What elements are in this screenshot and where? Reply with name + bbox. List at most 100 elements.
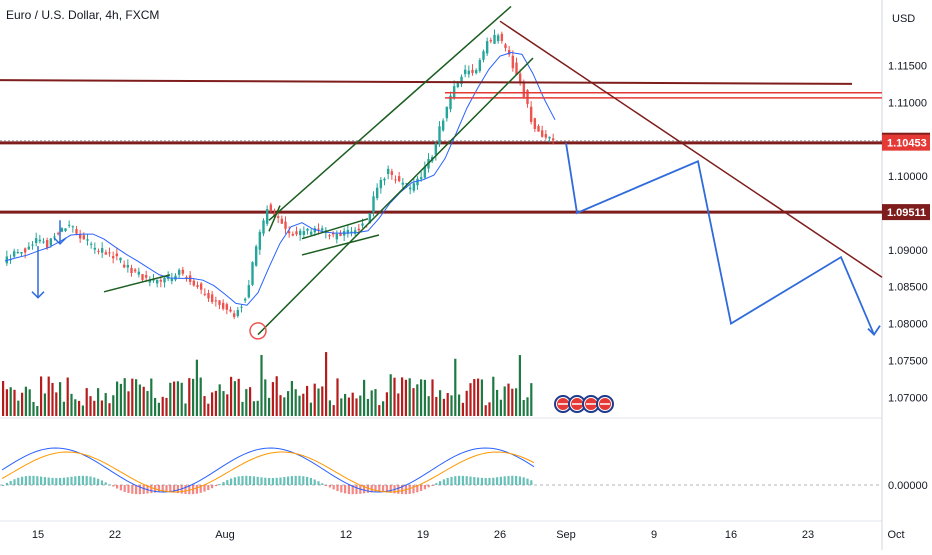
candle-body	[218, 300, 221, 305]
volume-bar	[298, 395, 301, 416]
volume-bar	[317, 388, 320, 416]
candle-body	[229, 309, 232, 312]
levels-layer	[0, 140, 882, 214]
macd-histogram-bar	[344, 485, 347, 494]
x-tick-label: 9	[651, 529, 657, 541]
volume-bar	[507, 383, 510, 416]
macd-histogram-bar	[287, 476, 290, 485]
axis-layer: 1.115001.110001.105001.100001.095001.090…	[32, 13, 930, 541]
macd-line	[1, 447, 535, 493]
macd-histogram-bar	[290, 476, 293, 485]
price-badge-label: 1.09511	[887, 207, 926, 219]
chart-title: Euro / U.S. Dollar, 4h, FXCM	[6, 8, 160, 22]
volume-bar	[366, 398, 369, 416]
x-tick-label: 15	[32, 529, 44, 541]
candle-body	[317, 228, 320, 230]
descending-trendline	[499, 20, 883, 278]
volume-bar	[393, 377, 396, 416]
pattern-line	[301, 234, 380, 256]
candle-body	[423, 166, 427, 178]
candle-body	[122, 264, 126, 268]
volume-bar	[385, 392, 388, 416]
candle-body	[489, 39, 493, 42]
candle-body	[386, 168, 390, 175]
macd-histogram-bar	[461, 475, 464, 485]
macd-histogram-bar	[420, 485, 423, 491]
macd-histogram-bar	[173, 485, 176, 493]
candle-body	[214, 300, 218, 302]
price-layer	[4, 29, 556, 320]
macd-histogram-bar	[135, 485, 138, 495]
volume-bar	[461, 402, 464, 416]
candle-body	[163, 277, 166, 283]
macd-histogram-bar	[62, 477, 65, 485]
low-marker-circle	[249, 322, 267, 340]
candle-body	[104, 252, 108, 255]
macd-histogram-bar	[499, 476, 502, 485]
volume-bar	[283, 397, 286, 416]
macd-histogram-bar	[85, 475, 88, 485]
macd-histogram-bar	[401, 485, 404, 495]
macd-histogram-bar	[522, 477, 525, 485]
volume-bar	[89, 396, 92, 416]
candle-body	[537, 125, 540, 132]
pattern-line	[103, 274, 171, 293]
moving-average-line	[4, 52, 556, 306]
volume-bar	[389, 374, 392, 416]
candle-body	[397, 176, 401, 182]
candle-body	[27, 246, 31, 250]
candle-body	[159, 280, 163, 282]
candle-body	[361, 223, 364, 226]
y-tick-label: 1.11000	[888, 97, 927, 109]
volume-bar	[412, 388, 415, 416]
candle-body	[144, 275, 148, 278]
candle-body	[247, 285, 251, 298]
macd-histogram-bar	[363, 485, 366, 494]
candle-body	[394, 179, 397, 181]
x-tick-label: 26	[494, 529, 506, 541]
macd-histogram-bar	[442, 479, 445, 485]
volume-bar	[55, 392, 58, 416]
volume-bar	[51, 382, 54, 416]
volume-bar	[112, 395, 115, 416]
macd-histogram-bar	[389, 485, 392, 493]
macd-histogram-bar	[416, 485, 419, 493]
macd-histogram-bar	[119, 485, 122, 491]
macd-histogram-bar	[382, 485, 385, 493]
volume-bar	[408, 378, 411, 416]
macd-histogram-bar	[385, 485, 388, 493]
volume-bar	[245, 389, 248, 416]
volume-bar	[59, 382, 62, 416]
volume-bar	[431, 379, 434, 416]
candle-body	[445, 106, 449, 119]
candle-body	[507, 49, 511, 55]
volume-bar	[446, 393, 449, 416]
drawings-layer	[0, 5, 883, 340]
candle-body	[86, 239, 89, 241]
volume-bar	[480, 379, 483, 416]
candle-body	[335, 233, 339, 240]
volume-bar	[233, 381, 236, 416]
macd-histogram-bar	[351, 485, 354, 495]
macd-histogram-bar	[131, 485, 134, 494]
volume-bar	[17, 400, 20, 416]
macd-histogram-bar	[488, 477, 491, 485]
volume-bar	[78, 400, 81, 416]
candle-body	[467, 70, 471, 75]
macd-histogram-bar	[142, 485, 145, 494]
macd-histogram-bar	[93, 477, 96, 485]
pattern-line	[268, 205, 281, 232]
volume-bar	[93, 400, 96, 416]
macd-histogram-bar	[184, 485, 187, 494]
candle-body	[474, 70, 478, 74]
candle-body	[449, 95, 452, 110]
volume-bar	[351, 392, 354, 416]
forecast-arrowhead	[867, 325, 881, 336]
volume-bar	[416, 384, 419, 416]
price-badge	[882, 134, 930, 151]
volume-bar	[100, 400, 103, 416]
candle-body	[254, 246, 258, 266]
macd-histogram-bar	[51, 477, 54, 485]
volume-bar	[195, 359, 198, 416]
volume-bar	[328, 400, 331, 416]
